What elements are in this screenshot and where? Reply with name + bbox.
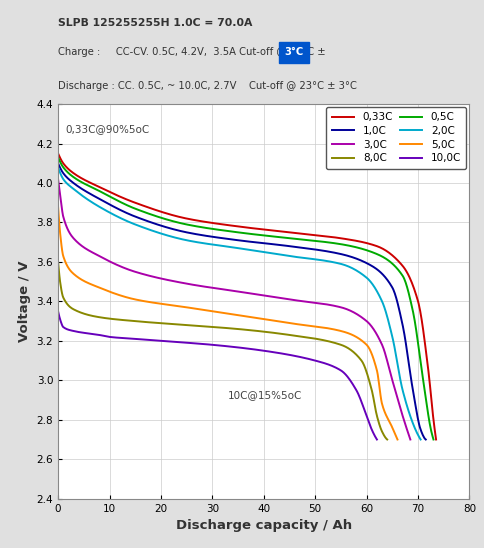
- Y-axis label: Voltage / V: Voltage / V: [18, 261, 31, 342]
- Text: Discharge : CC. 0.5C, ~ 10.0C, 2.7V    Cut-off @ 23°C ± 3°C: Discharge : CC. 0.5C, ~ 10.0C, 2.7V Cut-…: [58, 81, 357, 91]
- Text: SLPB 125255255H 1.0C = 70.0A: SLPB 125255255H 1.0C = 70.0A: [58, 18, 253, 28]
- X-axis label: Discharge capacity / Ah: Discharge capacity / Ah: [176, 519, 352, 532]
- Text: Charge :     CC-CV. 0.5C, 4.2V,  3.5A Cut-off @ 23°C ±: Charge : CC-CV. 0.5C, 4.2V, 3.5A Cut-off…: [58, 47, 329, 58]
- Legend: 0,33C, 1,0C, 3,0C, 8,0C, 0,5C, 2,0C, 5,0C, 10,0C: 0,33C, 1,0C, 3,0C, 8,0C, 0,5C, 2,0C, 5,0…: [326, 107, 467, 169]
- Text: 3°C: 3°C: [285, 47, 303, 58]
- Text: 0,33C@90%5oC: 0,33C@90%5oC: [66, 124, 150, 134]
- Text: 10C@15%5oC: 10C@15%5oC: [228, 390, 302, 400]
